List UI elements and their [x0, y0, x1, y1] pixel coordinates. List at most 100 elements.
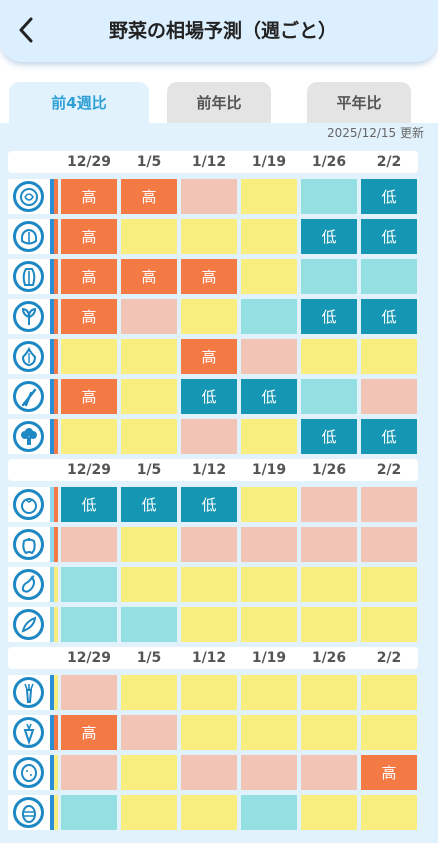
potato-icon	[13, 757, 44, 788]
price-level-cell	[361, 715, 417, 750]
vegetable-row[interactable]	[8, 675, 418, 710]
week-date-label: 1/26	[311, 154, 347, 170]
week-date-label: 1/5	[136, 650, 162, 666]
category-strip	[50, 419, 58, 454]
price-level-cell	[241, 179, 297, 214]
price-level-cell	[241, 755, 297, 790]
price-level-cell: 低	[61, 487, 117, 522]
price-level-cell	[61, 339, 117, 374]
week-date-label: 1/19	[251, 462, 287, 478]
price-level-cell	[301, 379, 357, 414]
price-level-cell	[241, 675, 297, 710]
price-level-cell: 低	[361, 419, 417, 454]
vegetable-row[interactable]: 高 低低	[8, 379, 418, 414]
price-level-cell	[181, 567, 237, 602]
category-strip	[50, 487, 58, 522]
vegetable-icon-cell	[8, 379, 50, 414]
price-level-cell	[121, 795, 177, 830]
updated-date: 2025/12/15 更新	[327, 126, 424, 140]
taro-icon	[13, 797, 44, 828]
price-level-cell	[241, 219, 297, 254]
tab-previous-year[interactable]: 前年比	[167, 82, 271, 123]
price-level-cell: 高	[121, 259, 177, 294]
week-date-label: 1/19	[251, 154, 287, 170]
bell-pepper-icon	[13, 529, 44, 560]
vegetable-row[interactable]: 低低低	[8, 487, 418, 522]
price-level-cell: 低	[181, 487, 237, 522]
price-level-cell: 高	[61, 219, 117, 254]
vegetable-icon-cell	[8, 607, 50, 642]
price-level-cell: 高	[61, 179, 117, 214]
vegetable-row[interactable]	[8, 567, 418, 602]
price-level-cell	[301, 675, 357, 710]
tab-four-week[interactable]: 前4週比	[9, 82, 149, 123]
category-strip	[50, 755, 58, 790]
vegetable-row[interactable]: 高 低低	[8, 299, 418, 334]
price-level-cell	[121, 527, 177, 562]
price-level-cell	[61, 567, 117, 602]
vegetable-icon-cell	[8, 219, 50, 254]
price-level-cell	[181, 219, 237, 254]
vegetable-row[interactable]	[8, 795, 418, 830]
vegetable-row[interactable]: 高	[8, 755, 418, 790]
price-level-cell	[181, 527, 237, 562]
price-level-cell: 低	[121, 487, 177, 522]
category-strip	[50, 339, 58, 374]
price-level-cell	[241, 527, 297, 562]
vegetable-row[interactable]	[8, 527, 418, 562]
green-onion-icon	[13, 381, 44, 412]
forecast-grid: 2025/12/15 更新 12/29 1/5 1/12 1/19 1/26 2/2 高高低…	[0, 123, 438, 843]
vegetable-icon-cell	[8, 715, 50, 750]
price-level-cell: 高	[181, 259, 237, 294]
category-strip	[50, 379, 58, 414]
vegetable-row[interactable]: 高高高	[8, 259, 418, 294]
price-level-cell	[121, 419, 177, 454]
price-level-cell	[121, 607, 177, 642]
price-level-cell: 低	[301, 219, 357, 254]
week-date-label: 1/12	[191, 154, 227, 170]
price-level-cell	[301, 339, 357, 374]
price-level-cell: 低	[301, 299, 357, 334]
price-level-cell	[361, 379, 417, 414]
price-level-cell: 高	[61, 715, 117, 750]
week-date-label: 1/5	[136, 462, 162, 478]
price-level-cell	[181, 419, 237, 454]
vegetable-row[interactable]: 高高 低	[8, 179, 418, 214]
price-level-cell	[301, 755, 357, 790]
vegetable-icon-cell	[8, 419, 50, 454]
carrot-icon	[13, 717, 44, 748]
vegetable-row[interactable]: 高	[8, 715, 418, 750]
vegetable-row[interactable]: 低低	[8, 419, 418, 454]
price-level-cell	[181, 299, 237, 334]
week-date-label: 12/29	[66, 650, 112, 666]
vegetable-row[interactable]: 高	[8, 339, 418, 374]
back-button[interactable]	[10, 12, 42, 48]
price-level-cell	[121, 339, 177, 374]
category-strip	[50, 219, 58, 254]
price-level-cell	[241, 487, 297, 522]
vegetable-icon-cell	[8, 567, 50, 602]
week-date-label: 2/2	[376, 650, 402, 666]
price-level-cell	[181, 795, 237, 830]
vegetable-icon-cell	[8, 339, 50, 374]
price-level-cell: 低	[361, 299, 417, 334]
category-strip	[50, 527, 58, 562]
price-level-cell	[301, 487, 357, 522]
vegetable-row[interactable]	[8, 607, 418, 642]
price-level-cell	[121, 379, 177, 414]
date-header-row: 12/29 1/5 1/12 1/19 1/26 2/2	[8, 647, 418, 669]
tab-normal-year[interactable]: 平年比	[307, 82, 411, 123]
price-level-cell	[301, 259, 357, 294]
vegetable-row[interactable]: 高 低低	[8, 219, 418, 254]
price-level-cell	[121, 675, 177, 710]
napa-cabbage-icon	[13, 261, 44, 292]
price-level-cell	[241, 419, 297, 454]
price-level-cell	[361, 527, 417, 562]
vegetable-icon-cell	[8, 487, 50, 522]
broccoli-icon	[13, 421, 44, 452]
price-level-cell	[361, 795, 417, 830]
chevron-left-icon	[19, 17, 33, 43]
category-strip	[50, 299, 58, 334]
price-level-cell	[241, 259, 297, 294]
category-strip	[50, 715, 58, 750]
